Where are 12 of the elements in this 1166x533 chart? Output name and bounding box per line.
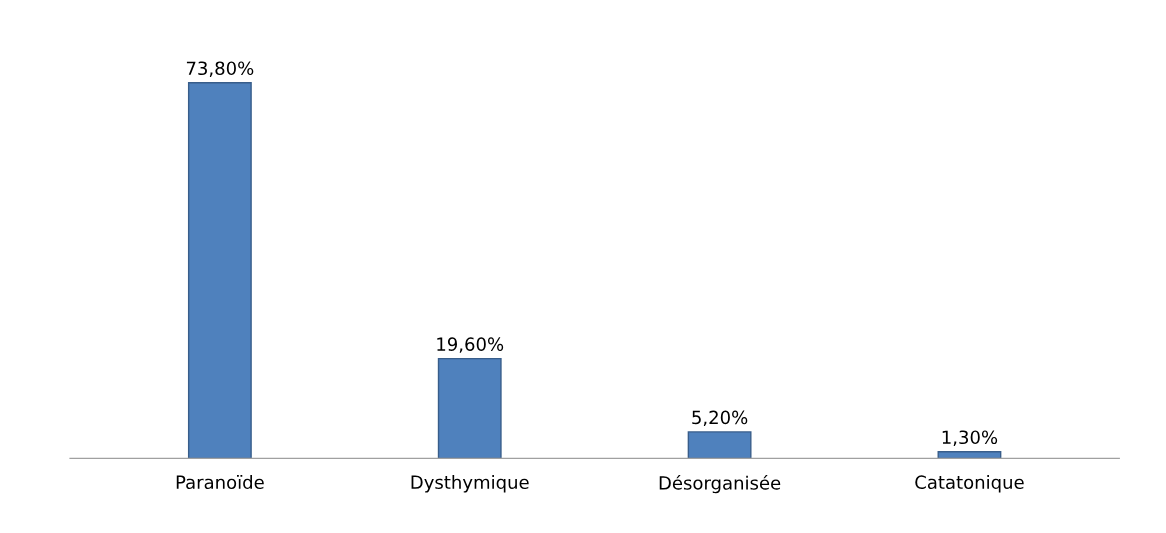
bar	[187, 82, 252, 459]
data-label: 73,80%	[186, 61, 254, 77]
bar	[937, 451, 1002, 459]
data-label: 5,20%	[692, 410, 748, 427]
data-label: 1,30%	[942, 430, 998, 446]
data-label: 19,60%	[437, 337, 504, 353]
bar	[687, 431, 752, 459]
bar	[437, 357, 502, 459]
x-tick-label: Catatonique	[915, 475, 1024, 493]
x-tick-label: Paranoïde	[176, 475, 264, 490]
x-tick-label: Dysthymique	[411, 475, 529, 493]
x-tick-label: Désorganisée	[659, 475, 781, 494]
